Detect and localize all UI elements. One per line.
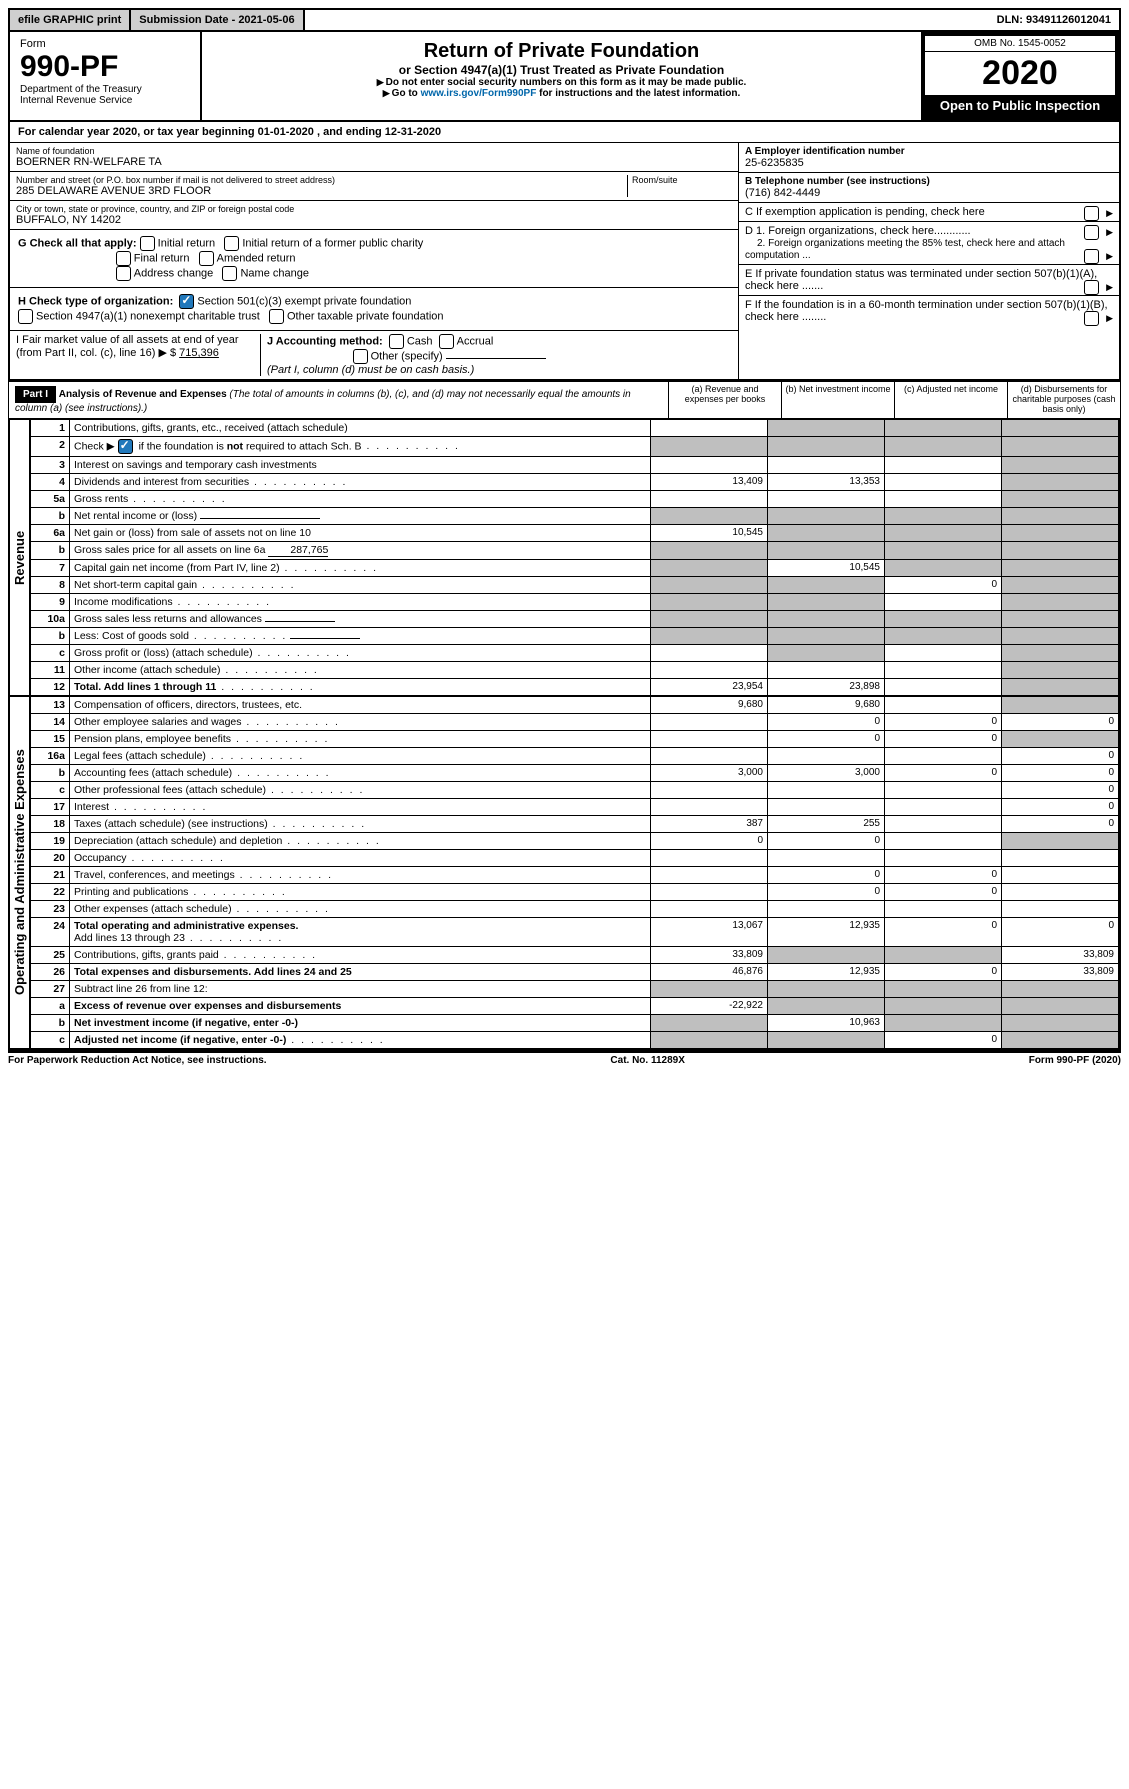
top-bar: efile GRAPHIC print Submission Date - 20… bbox=[8, 8, 1121, 32]
street-address: 285 DELAWARE AVENUE 3RD FLOOR bbox=[16, 185, 627, 197]
chk-e[interactable] bbox=[1084, 280, 1099, 295]
col-c-hdr: (c) Adjusted net income bbox=[894, 382, 1007, 418]
footer-right: Form 990-PF (2020) bbox=[1029, 1055, 1121, 1066]
col-b-hdr: (b) Net investment income bbox=[781, 382, 894, 418]
j-note: (Part I, column (d) must be on cash basi… bbox=[267, 364, 474, 376]
chk-d2[interactable] bbox=[1084, 249, 1099, 264]
chk-amended[interactable] bbox=[199, 251, 214, 266]
fmv-value: 715,396 bbox=[179, 347, 219, 359]
revenue-vlabel: Revenue bbox=[10, 419, 30, 696]
part1-label: Part I bbox=[15, 386, 56, 403]
chk-4947[interactable] bbox=[18, 309, 33, 324]
calendar-year-row: For calendar year 2020, or tax year begi… bbox=[8, 122, 1121, 143]
omb-no: OMB No. 1545-0052 bbox=[925, 36, 1115, 52]
open-public: Open to Public Inspection bbox=[925, 95, 1115, 116]
chk-initial-public[interactable] bbox=[224, 236, 239, 251]
g-check-row: G Check all that apply: Initial return I… bbox=[10, 230, 738, 288]
dln: DLN: 93491126012041 bbox=[989, 10, 1119, 30]
chk-f[interactable] bbox=[1084, 311, 1099, 326]
c-exempt: C If exemption application is pending, c… bbox=[745, 206, 985, 218]
chk-schb[interactable] bbox=[118, 439, 133, 454]
e-text: E If private foundation status was termi… bbox=[745, 268, 1097, 292]
city-value: BUFFALO, NY 14202 bbox=[16, 214, 732, 226]
chk-other-tax[interactable] bbox=[269, 309, 284, 324]
part1-header: Part I Analysis of Revenue and Expenses … bbox=[8, 380, 1121, 419]
foundation-name: BOERNER RN-WELFARE TA bbox=[16, 156, 732, 168]
chk-c[interactable] bbox=[1084, 206, 1099, 221]
ein-label: A Employer identification number bbox=[745, 146, 1113, 157]
chk-501c3[interactable] bbox=[179, 294, 194, 309]
tel-label: B Telephone number (see instructions) bbox=[745, 176, 1113, 187]
d1: D 1. Foreign organizations, check here..… bbox=[745, 225, 971, 237]
filer-info: Name of foundation BOERNER RN-WELFARE TA… bbox=[8, 143, 1121, 380]
chk-final[interactable] bbox=[116, 251, 131, 266]
form-number: 990-PF bbox=[20, 50, 190, 84]
form-label: Form bbox=[20, 38, 190, 50]
expenses-table: 13Compensation of officers, directors, t… bbox=[30, 696, 1119, 1049]
chk-cash[interactable] bbox=[389, 334, 404, 349]
name-label: Name of foundation bbox=[16, 146, 732, 156]
chk-addr-change[interactable] bbox=[116, 266, 131, 281]
instr-goto: Go to www.irs.gov/Form990PF for instruct… bbox=[210, 88, 913, 99]
footer-mid: Cat. No. 11289X bbox=[610, 1055, 684, 1066]
form-subtitle: or Section 4947(a)(1) Trust Treated as P… bbox=[210, 63, 913, 77]
d2: 2. Foreign organizations meeting the 85%… bbox=[745, 238, 1065, 261]
tel-value: (716) 842-4449 bbox=[745, 187, 1113, 199]
revenue-section: Revenue 1Contributions, gifts, grants, e… bbox=[8, 419, 1121, 696]
efile-print-btn[interactable]: efile GRAPHIC print bbox=[10, 10, 131, 30]
revenue-table: 1Contributions, gifts, grants, etc., rec… bbox=[30, 419, 1119, 696]
f-text: F If the foundation is in a 60-month ter… bbox=[745, 299, 1108, 323]
chk-initial[interactable] bbox=[140, 236, 155, 251]
submission-date: Submission Date - 2021-05-06 bbox=[131, 10, 304, 30]
irs-label: Internal Revenue Service bbox=[20, 95, 190, 106]
h-check-row: H Check type of organization: Section 50… bbox=[10, 288, 738, 331]
col-d-hdr: (d) Disbursements for charitable purpose… bbox=[1007, 382, 1120, 418]
room-label: Room/suite bbox=[632, 175, 732, 185]
footer-left: For Paperwork Reduction Act Notice, see … bbox=[8, 1055, 267, 1066]
tax-year: 2020 bbox=[925, 52, 1115, 95]
ein-value: 25-6235835 bbox=[745, 157, 1113, 169]
chk-accrual[interactable] bbox=[439, 334, 454, 349]
expenses-vlabel: Operating and Administrative Expenses bbox=[10, 696, 30, 1049]
chk-other-acct[interactable] bbox=[353, 349, 368, 364]
addr-label: Number and street (or P.O. box number if… bbox=[16, 175, 627, 185]
dept-treasury: Department of the Treasury bbox=[20, 84, 190, 95]
form-title: Return of Private Foundation bbox=[210, 40, 913, 63]
instr-ssn: Do not enter social security numbers on … bbox=[210, 77, 913, 88]
city-label: City or town, state or province, country… bbox=[16, 204, 732, 214]
form-link[interactable]: www.irs.gov/Form990PF bbox=[421, 88, 537, 99]
chk-name-change[interactable] bbox=[222, 266, 237, 281]
form-header: Form 990-PF Department of the Treasury I… bbox=[8, 32, 1121, 122]
expenses-section: Operating and Administrative Expenses 13… bbox=[8, 696, 1121, 1051]
page-footer: For Paperwork Reduction Act Notice, see … bbox=[8, 1051, 1121, 1066]
chk-d1[interactable] bbox=[1084, 225, 1099, 240]
col-a-hdr: (a) Revenue and expenses per books bbox=[668, 382, 781, 418]
